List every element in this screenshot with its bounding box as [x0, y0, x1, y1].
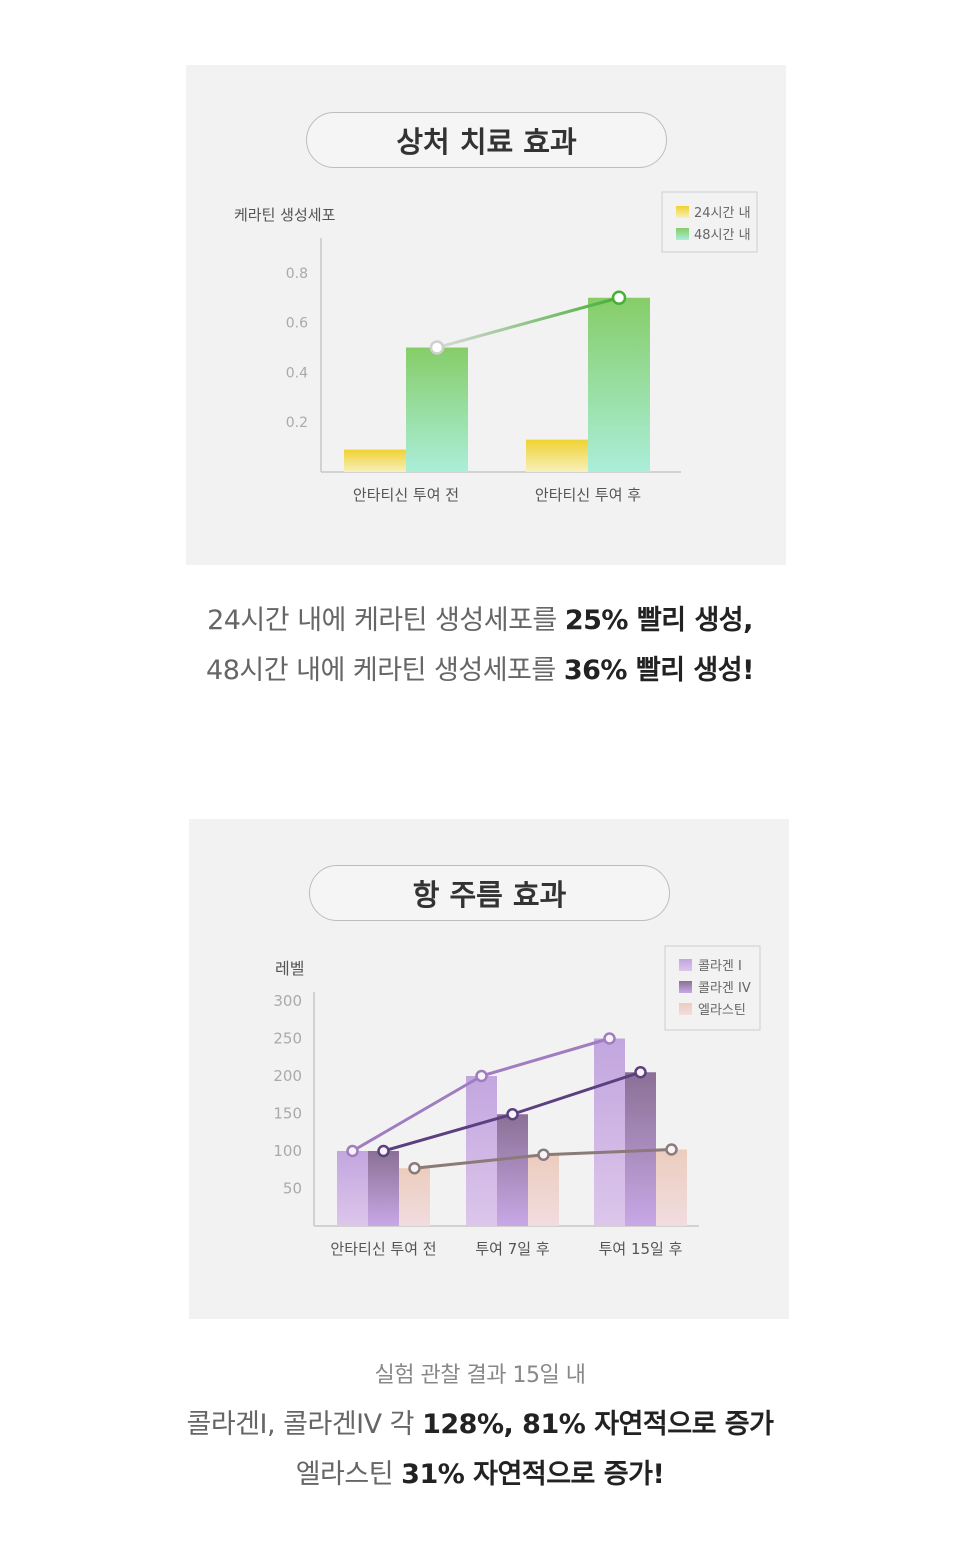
bar — [528, 1154, 559, 1226]
bar — [588, 297, 650, 472]
wound-healing-chart-panel: 상처 치료 효과 케라틴 생성세포 0.2 0.4 0.6 0.8 안타티신 투여 전 안타… — [186, 65, 786, 565]
legend-label: 콜라겐 I — [698, 959, 742, 974]
legend-label: 24시간 내 — [694, 206, 751, 221]
legend-box — [661, 191, 758, 253]
y-axis-label: 레벨 — [275, 959, 304, 978]
caption-line-2: 엘라스틴 31% 자연적으로 증가! — [295, 1459, 665, 1490]
trend-point — [475, 1069, 488, 1083]
trend-point — [611, 290, 627, 305]
legend-swatch — [679, 981, 692, 993]
y-tick-label: 150 — [273, 1105, 302, 1123]
y-axis-label: 케라틴 생성세포 — [234, 206, 336, 224]
legend-swatch — [679, 1003, 692, 1015]
x-tick-label: 투여 15일 후 — [599, 1240, 683, 1258]
legend-box — [664, 945, 761, 1031]
y-tick-label: 0.2 — [286, 415, 308, 431]
anti-wrinkle-chart: 레벨 50 100 150 200 250 300 안타티신 투여 전 투여 7일 후 투여 15… — [273, 945, 761, 1258]
x-tick-label: 투여 7일 후 — [475, 1240, 549, 1258]
trend-point — [665, 1143, 678, 1156]
x-tick-label: 안타티신 투여 전 — [330, 1240, 436, 1258]
y-tick-label: 250 — [273, 1030, 302, 1048]
trend-point — [634, 1066, 647, 1079]
legend-label: 엘라스틴 — [698, 1003, 746, 1018]
chart-title: 항 주름 효과 — [309, 865, 670, 921]
caption-line-1: 24시간 내에 케라틴 생성세포를 25% 빨리 생성, — [207, 605, 753, 636]
bar — [406, 347, 468, 472]
bar — [466, 1076, 497, 1226]
x-tick-label: 안타티신 투여 전 — [353, 486, 459, 504]
caption-line-1: 콜라겐I, 콜라겐IV 각 128%, 81% 자연적으로 증가 — [186, 1409, 774, 1440]
y-tick-label: 300 — [273, 992, 302, 1010]
y-tick-label: 0.6 — [286, 316, 308, 332]
trend-line — [436, 296, 620, 349]
bar — [526, 439, 588, 472]
y-tick-label: 0.8 — [286, 266, 308, 282]
y-tick-label: 50 — [283, 1180, 302, 1198]
bar — [368, 1151, 399, 1226]
chart-title: 상처 치료 효과 — [306, 112, 667, 168]
y-tick-label: 0.4 — [286, 365, 308, 381]
bar — [337, 1151, 368, 1226]
trend-point — [346, 1144, 359, 1158]
caption-line-2: 48시간 내에 케라틴 생성세포를 36% 빨리 생성! — [206, 655, 754, 686]
legend-label: 콜라겐 IV — [698, 981, 751, 996]
x-tick-label: 안타티신 투여 후 — [535, 486, 641, 504]
bar — [594, 1038, 625, 1226]
legend-swatch — [676, 228, 689, 240]
bar — [399, 1168, 430, 1226]
trend-point — [429, 340, 445, 355]
anti-wrinkle-chart-panel: 항 주름 효과 레벨 50 100 150 200 250 300 안타티신 투여 전 투여 7… — [189, 819, 789, 1319]
trend-point — [603, 1032, 616, 1045]
bar — [344, 449, 406, 472]
bar — [656, 1149, 687, 1226]
trend-point — [408, 1162, 421, 1175]
legend-swatch — [676, 206, 689, 218]
y-tick-label: 100 — [273, 1142, 302, 1160]
y-tick-label: 200 — [273, 1067, 302, 1085]
caption-subline: 실험 관찰 결과 15일 내 — [374, 1363, 586, 1388]
trend-point — [377, 1144, 390, 1158]
trend-point — [537, 1148, 550, 1161]
legend-label: 48시간 내 — [694, 228, 751, 243]
wound-healing-chart: 케라틴 생성세포 0.2 0.4 0.6 0.8 안타티신 투여 전 안타티신 투여 후 24… — [234, 191, 758, 504]
legend-swatch — [679, 959, 692, 971]
bar — [497, 1114, 528, 1226]
trend-point — [506, 1108, 519, 1121]
